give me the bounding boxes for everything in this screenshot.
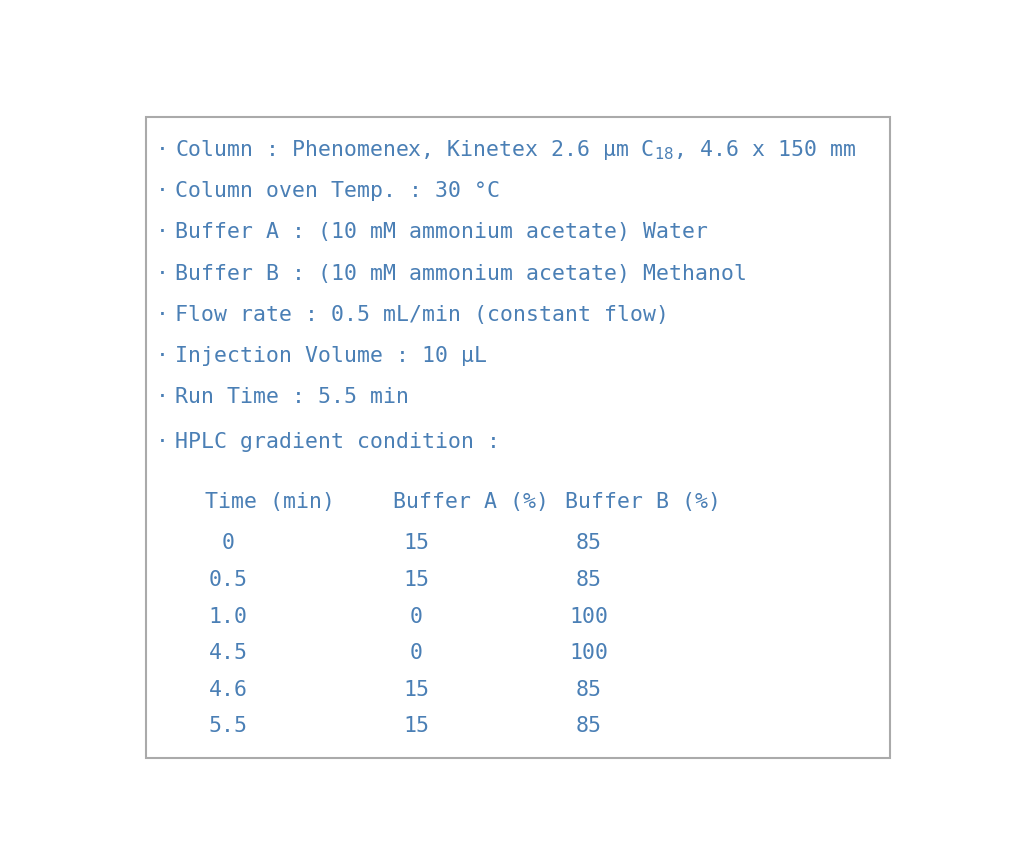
Text: 15: 15 <box>403 716 430 736</box>
Text: Column oven Temp. : 30 °C: Column oven Temp. : 30 °C <box>175 181 500 201</box>
Text: 85: 85 <box>575 716 602 736</box>
Text: 0: 0 <box>409 643 423 663</box>
Text: 85: 85 <box>575 680 602 700</box>
Text: 5.5: 5.5 <box>208 716 248 736</box>
Text: 15: 15 <box>403 533 430 553</box>
Text: 1.0: 1.0 <box>208 607 248 627</box>
Text: ·: · <box>156 264 169 284</box>
Text: 85: 85 <box>575 570 602 590</box>
Text: ·: · <box>156 346 169 366</box>
Text: 85: 85 <box>575 533 602 553</box>
Text: 100: 100 <box>569 643 609 663</box>
Text: ·: · <box>156 181 169 201</box>
Text: 15: 15 <box>403 570 430 590</box>
Text: 15: 15 <box>403 680 430 700</box>
Text: ·: · <box>156 305 169 324</box>
Text: HPLC gradient condition :: HPLC gradient condition : <box>175 432 500 452</box>
Text: Injection Volume : 10 μL: Injection Volume : 10 μL <box>175 346 487 366</box>
Text: 100: 100 <box>569 607 609 627</box>
Text: ·: · <box>156 140 169 160</box>
Text: ·: · <box>156 223 169 243</box>
Text: Buffer B (%): Buffer B (%) <box>565 492 721 513</box>
Text: 4.5: 4.5 <box>208 643 248 663</box>
Text: Column : Phenomenex, Kinetex 2.6 μm C$_{18}$, 4.6 x 150 mm: Column : Phenomenex, Kinetex 2.6 μm C$_{… <box>175 138 856 162</box>
Text: Buffer A : (10 mM ammonium acetate) Water: Buffer A : (10 mM ammonium acetate) Wate… <box>175 223 708 243</box>
Text: 0: 0 <box>221 533 235 553</box>
Text: Time (min): Time (min) <box>204 492 335 513</box>
FancyBboxPatch shape <box>146 117 891 758</box>
Text: 0.5: 0.5 <box>208 570 248 590</box>
Text: ·: · <box>156 387 169 407</box>
Text: Run Time : 5.5 min: Run Time : 5.5 min <box>175 387 409 407</box>
Text: Buffer B : (10 mM ammonium acetate) Methanol: Buffer B : (10 mM ammonium acetate) Meth… <box>175 264 747 284</box>
Text: Flow rate : 0.5 mL/min (constant flow): Flow rate : 0.5 mL/min (constant flow) <box>175 305 669 324</box>
Text: ·: · <box>156 432 169 452</box>
Text: Buffer A (%): Buffer A (%) <box>392 492 549 513</box>
Text: 0: 0 <box>409 607 423 627</box>
Text: 4.6: 4.6 <box>208 680 248 700</box>
